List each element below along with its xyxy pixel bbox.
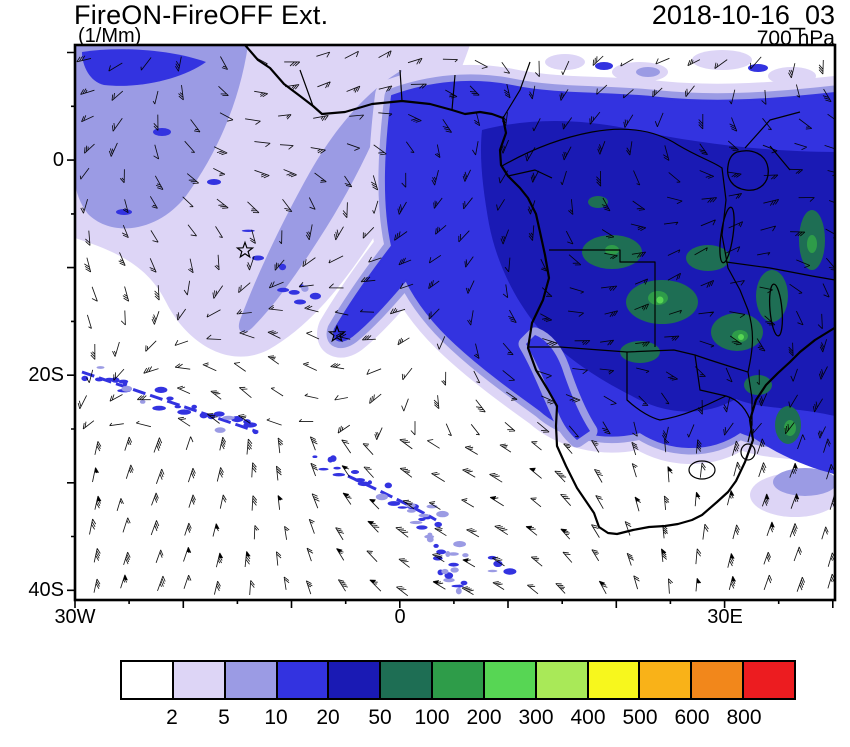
colorbar-cells	[120, 660, 796, 700]
colorbar-cell	[588, 662, 641, 698]
contour-field	[75, 45, 835, 595]
colorbar-cell	[277, 662, 330, 698]
colorbar-cell	[173, 662, 226, 698]
colorbar-label: 10	[264, 706, 288, 729]
colorbar-label: 300	[518, 706, 554, 729]
colorbar-label: 2	[166, 706, 178, 729]
coastline	[243, 45, 835, 536]
colorbar-label: 100	[414, 706, 450, 729]
y-axis-label-40s: 40S	[28, 579, 64, 601]
plot-frame	[73, 43, 837, 602]
colorbar-cell	[484, 662, 537, 698]
colorbar-cell	[225, 662, 278, 698]
star-marker	[235, 240, 255, 259]
star-markers	[235, 240, 347, 343]
x-axis-label-30e: 30E	[707, 606, 743, 628]
colorbar-label: 800	[726, 706, 762, 729]
colorbar-cell	[381, 662, 434, 698]
colorbar-label: 20	[316, 706, 340, 729]
colorbar-cell	[329, 662, 382, 698]
units-label: (1/Mm)	[78, 25, 142, 47]
lakes	[719, 150, 784, 337]
colorbar-cell	[433, 662, 485, 698]
colorbar-label: 50	[368, 706, 392, 729]
colorbar-label: 600	[674, 706, 710, 729]
colorbar: 2 5 10 20 50 100 200 300 400 500 600 800	[120, 660, 796, 732]
frontal-speckles	[81, 229, 517, 595]
colorbar-cell	[122, 662, 174, 698]
colorbar-label: 200	[466, 706, 502, 729]
colorbar-cell	[640, 662, 693, 698]
colorbar-cell	[692, 662, 745, 698]
plot-title: FireON-FireOFF Ext.	[74, 0, 329, 30]
colorbar-label: 5	[218, 706, 230, 729]
y-axis-label-20s: 20S	[28, 364, 64, 386]
colorbar-label: 500	[622, 706, 658, 729]
axis-ticks	[67, 51, 834, 608]
border-lesotho	[688, 460, 716, 480]
colorbar-cell	[536, 662, 589, 698]
y-axis-label-0: 0	[52, 149, 64, 171]
wind-barbs	[76, 50, 835, 597]
border-eswatini	[740, 443, 756, 461]
star-marker	[327, 324, 347, 343]
datetime-label: 2018-10-16_03	[651, 0, 835, 30]
colorbar-cell	[744, 662, 794, 698]
colorbar-label: 400	[570, 706, 606, 729]
x-axis-label-30w: 30W	[54, 606, 96, 628]
x-axis-label-0: 0	[394, 606, 406, 628]
